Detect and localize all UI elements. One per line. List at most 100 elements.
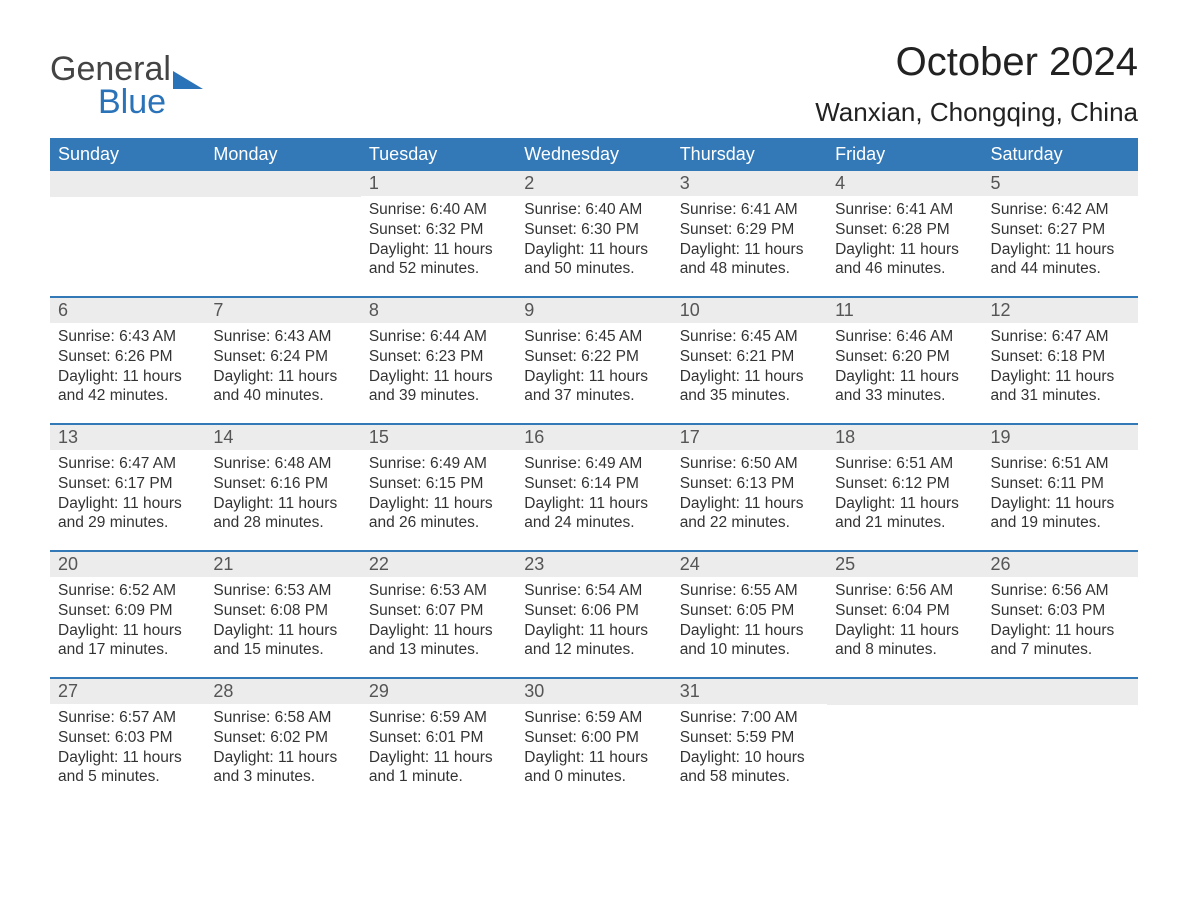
day-number: 13 — [50, 425, 205, 450]
day-number: 29 — [361, 679, 516, 704]
daylight-text: Daylight: 11 hours and 17 minutes. — [58, 621, 197, 661]
sunrise-text: Sunrise: 7:00 AM — [680, 708, 819, 728]
daylight-text: Daylight: 11 hours and 24 minutes. — [524, 494, 663, 534]
day-body: Sunrise: 6:49 AMSunset: 6:14 PMDaylight:… — [516, 450, 671, 545]
sunrise-text: Sunrise: 6:53 AM — [369, 581, 508, 601]
day-body: Sunrise: 6:58 AMSunset: 6:02 PMDaylight:… — [205, 704, 360, 799]
sunset-text: Sunset: 6:17 PM — [58, 474, 197, 494]
title-block: October 2024 Wanxian, Chongqing, China — [815, 40, 1138, 128]
day-cell: 7Sunrise: 6:43 AMSunset: 6:24 PMDaylight… — [205, 298, 360, 423]
day-body: Sunrise: 6:57 AMSunset: 6:03 PMDaylight:… — [50, 704, 205, 799]
day-cell: 4Sunrise: 6:41 AMSunset: 6:28 PMDaylight… — [827, 171, 982, 296]
sunset-text: Sunset: 6:14 PM — [524, 474, 663, 494]
logo-triangle-icon — [173, 71, 203, 89]
daylight-text: Daylight: 11 hours and 37 minutes. — [524, 367, 663, 407]
day-cell: 26Sunrise: 6:56 AMSunset: 6:03 PMDayligh… — [983, 552, 1138, 677]
day-body: Sunrise: 6:43 AMSunset: 6:24 PMDaylight:… — [205, 323, 360, 418]
sunrise-text: Sunrise: 6:45 AM — [524, 327, 663, 347]
sunrise-text: Sunrise: 6:42 AM — [991, 200, 1130, 220]
day-cell — [983, 679, 1138, 804]
day-number: 5 — [983, 171, 1138, 196]
sunset-text: Sunset: 6:26 PM — [58, 347, 197, 367]
sunset-text: Sunset: 6:20 PM — [835, 347, 974, 367]
daylight-text: Daylight: 11 hours and 22 minutes. — [680, 494, 819, 534]
day-body: Sunrise: 6:45 AMSunset: 6:21 PMDaylight:… — [672, 323, 827, 418]
day-number — [205, 171, 360, 197]
sunset-text: Sunset: 6:21 PM — [680, 347, 819, 367]
day-cell: 5Sunrise: 6:42 AMSunset: 6:27 PMDaylight… — [983, 171, 1138, 296]
week-row: 20Sunrise: 6:52 AMSunset: 6:09 PMDayligh… — [50, 550, 1138, 677]
day-body: Sunrise: 6:40 AMSunset: 6:30 PMDaylight:… — [516, 196, 671, 291]
day-cell: 19Sunrise: 6:51 AMSunset: 6:11 PMDayligh… — [983, 425, 1138, 550]
day-body: Sunrise: 6:54 AMSunset: 6:06 PMDaylight:… — [516, 577, 671, 672]
daylight-text: Daylight: 11 hours and 31 minutes. — [991, 367, 1130, 407]
daylight-text: Daylight: 11 hours and 42 minutes. — [58, 367, 197, 407]
daylight-text: Daylight: 11 hours and 26 minutes. — [369, 494, 508, 534]
day-body: Sunrise: 7:00 AMSunset: 5:59 PMDaylight:… — [672, 704, 827, 799]
day-cell: 29Sunrise: 6:59 AMSunset: 6:01 PMDayligh… — [361, 679, 516, 804]
sunrise-text: Sunrise: 6:40 AM — [369, 200, 508, 220]
day-cell: 11Sunrise: 6:46 AMSunset: 6:20 PMDayligh… — [827, 298, 982, 423]
daylight-text: Daylight: 11 hours and 1 minute. — [369, 748, 508, 788]
day-number — [983, 679, 1138, 705]
day-cell: 13Sunrise: 6:47 AMSunset: 6:17 PMDayligh… — [50, 425, 205, 550]
sunset-text: Sunset: 6:15 PM — [369, 474, 508, 494]
day-cell: 23Sunrise: 6:54 AMSunset: 6:06 PMDayligh… — [516, 552, 671, 677]
sunrise-text: Sunrise: 6:41 AM — [835, 200, 974, 220]
daylight-text: Daylight: 11 hours and 21 minutes. — [835, 494, 974, 534]
day-body: Sunrise: 6:42 AMSunset: 6:27 PMDaylight:… — [983, 196, 1138, 291]
day-body: Sunrise: 6:41 AMSunset: 6:29 PMDaylight:… — [672, 196, 827, 291]
day-number: 1 — [361, 171, 516, 196]
logo: General Blue — [50, 50, 203, 122]
daylight-text: Daylight: 11 hours and 46 minutes. — [835, 240, 974, 280]
day-number: 24 — [672, 552, 827, 577]
day-cell: 14Sunrise: 6:48 AMSunset: 6:16 PMDayligh… — [205, 425, 360, 550]
day-number: 23 — [516, 552, 671, 577]
daylight-text: Daylight: 11 hours and 29 minutes. — [58, 494, 197, 534]
day-cell: 31Sunrise: 7:00 AMSunset: 5:59 PMDayligh… — [672, 679, 827, 804]
sunset-text: Sunset: 6:03 PM — [991, 601, 1130, 621]
daylight-text: Daylight: 10 hours and 58 minutes. — [680, 748, 819, 788]
sunrise-text: Sunrise: 6:57 AM — [58, 708, 197, 728]
daylight-text: Daylight: 11 hours and 44 minutes. — [991, 240, 1130, 280]
daylight-text: Daylight: 11 hours and 48 minutes. — [680, 240, 819, 280]
sunrise-text: Sunrise: 6:45 AM — [680, 327, 819, 347]
day-number: 10 — [672, 298, 827, 323]
day-cell — [50, 171, 205, 296]
sunset-text: Sunset: 6:13 PM — [680, 474, 819, 494]
daylight-text: Daylight: 11 hours and 0 minutes. — [524, 748, 663, 788]
sunrise-text: Sunrise: 6:41 AM — [680, 200, 819, 220]
day-body: Sunrise: 6:59 AMSunset: 6:00 PMDaylight:… — [516, 704, 671, 799]
day-cell: 6Sunrise: 6:43 AMSunset: 6:26 PMDaylight… — [50, 298, 205, 423]
day-number: 31 — [672, 679, 827, 704]
sunset-text: Sunset: 6:30 PM — [524, 220, 663, 240]
sunrise-text: Sunrise: 6:55 AM — [680, 581, 819, 601]
sunrise-text: Sunrise: 6:48 AM — [213, 454, 352, 474]
sunset-text: Sunset: 6:27 PM — [991, 220, 1130, 240]
sunset-text: Sunset: 6:05 PM — [680, 601, 819, 621]
sunset-text: Sunset: 6:28 PM — [835, 220, 974, 240]
daylight-text: Daylight: 11 hours and 50 minutes. — [524, 240, 663, 280]
day-body: Sunrise: 6:51 AMSunset: 6:11 PMDaylight:… — [983, 450, 1138, 545]
sunset-text: Sunset: 6:02 PM — [213, 728, 352, 748]
sunrise-text: Sunrise: 6:51 AM — [991, 454, 1130, 474]
day-cell: 24Sunrise: 6:55 AMSunset: 6:05 PMDayligh… — [672, 552, 827, 677]
day-cell: 3Sunrise: 6:41 AMSunset: 6:29 PMDaylight… — [672, 171, 827, 296]
day-body: Sunrise: 6:56 AMSunset: 6:03 PMDaylight:… — [983, 577, 1138, 672]
weekday-header: Thursday — [672, 138, 827, 171]
day-cell: 2Sunrise: 6:40 AMSunset: 6:30 PMDaylight… — [516, 171, 671, 296]
weekday-header: Friday — [827, 138, 982, 171]
sunrise-text: Sunrise: 6:54 AM — [524, 581, 663, 601]
weekday-header-row: SundayMondayTuesdayWednesdayThursdayFrid… — [50, 138, 1138, 171]
weekday-header: Tuesday — [361, 138, 516, 171]
day-number: 16 — [516, 425, 671, 450]
day-cell: 27Sunrise: 6:57 AMSunset: 6:03 PMDayligh… — [50, 679, 205, 804]
day-body: Sunrise: 6:53 AMSunset: 6:08 PMDaylight:… — [205, 577, 360, 672]
sunrise-text: Sunrise: 6:43 AM — [213, 327, 352, 347]
day-body — [827, 705, 982, 791]
day-number: 15 — [361, 425, 516, 450]
sunset-text: Sunset: 6:16 PM — [213, 474, 352, 494]
day-cell — [827, 679, 982, 804]
day-number: 11 — [827, 298, 982, 323]
day-body: Sunrise: 6:40 AMSunset: 6:32 PMDaylight:… — [361, 196, 516, 291]
